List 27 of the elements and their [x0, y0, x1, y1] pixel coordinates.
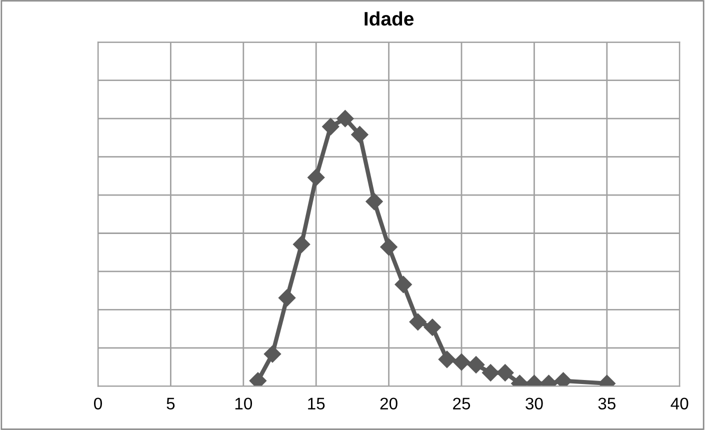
point [424, 318, 441, 336]
point [351, 126, 368, 144]
point [438, 350, 456, 368]
point [394, 276, 412, 294]
point [264, 345, 282, 363]
point [322, 118, 340, 136]
x-tick-label: 35 [598, 398, 616, 410]
chart-title: Idade [364, 11, 414, 26]
x-tick-label: 15 [308, 398, 325, 410]
point [452, 354, 470, 371]
point [468, 356, 485, 374]
point [336, 110, 354, 128]
point [409, 313, 426, 330]
x-tick-label: 10 [235, 398, 252, 410]
point [308, 168, 325, 186]
x-tick-label: 0 [94, 398, 102, 410]
point [293, 236, 310, 253]
point [278, 289, 296, 306]
point [482, 364, 500, 382]
x-tick-label: 40 [670, 398, 688, 410]
x-tick-label: 5 [166, 398, 175, 410]
point [380, 238, 398, 256]
point [366, 192, 383, 210]
point [496, 364, 514, 382]
x-tick-label: 20 [380, 398, 398, 410]
x-tick-label: 30 [526, 398, 543, 410]
x-tick-label: 25 [453, 398, 470, 410]
